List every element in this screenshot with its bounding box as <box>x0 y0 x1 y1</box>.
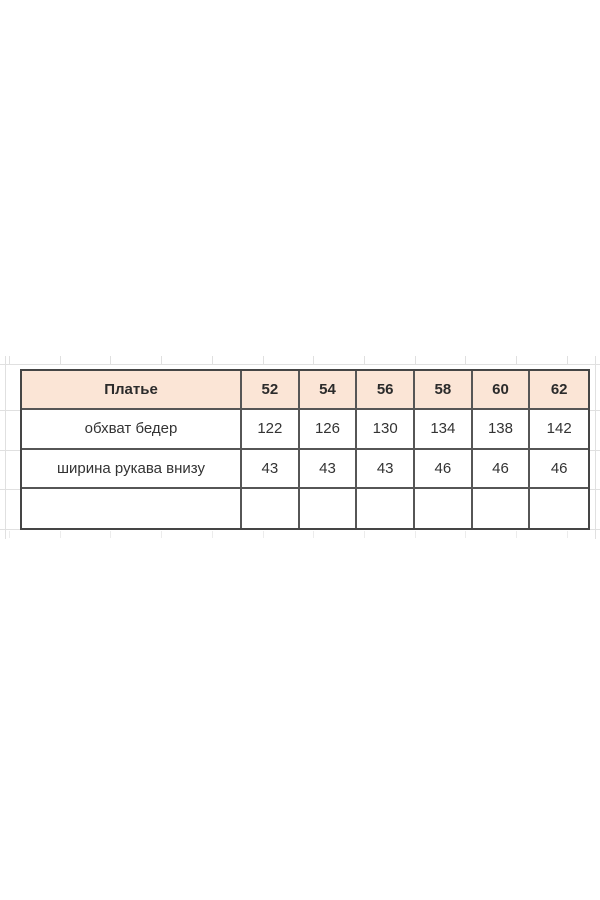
gridline <box>0 410 20 411</box>
gridline <box>0 450 20 451</box>
row-label-sleeve-width: ширина рукава внизу <box>22 449 242 489</box>
gridline <box>60 531 61 538</box>
table-header-size: 58 <box>415 371 473 411</box>
table-cell <box>473 488 531 528</box>
table-cell <box>530 489 588 528</box>
table-cell: 46 <box>472 449 531 489</box>
gridline <box>9 356 10 364</box>
gridline <box>313 531 314 538</box>
table-cell: 130 <box>357 410 415 450</box>
gridline <box>313 356 314 364</box>
table-cell: 43 <box>242 449 300 489</box>
gridline <box>567 531 568 538</box>
gridline <box>415 356 416 364</box>
table-cell: 138 <box>472 410 531 450</box>
table-header-size: 56 <box>357 371 415 411</box>
table-header-size: 52 <box>242 371 300 411</box>
gridline <box>0 489 20 490</box>
table-cell: 43 <box>357 449 415 489</box>
gridline <box>212 356 213 364</box>
gridline <box>595 356 596 539</box>
table-cell <box>357 488 415 528</box>
gridline <box>110 356 111 364</box>
gridline <box>60 356 61 364</box>
table-header-size: 60 <box>472 371 531 411</box>
gridline <box>415 531 416 538</box>
gridline <box>364 531 365 538</box>
gridline <box>516 356 517 364</box>
gridline <box>161 531 162 538</box>
table-cell: 43 <box>299 449 358 489</box>
gridline <box>0 529 20 530</box>
gridline <box>364 356 365 364</box>
gridline <box>516 531 517 538</box>
row-label-hips: обхват бедер <box>22 410 242 450</box>
gridline <box>567 356 568 364</box>
gridline <box>212 531 213 538</box>
gridline <box>590 450 600 451</box>
gridline <box>263 356 264 364</box>
gridline <box>465 356 466 364</box>
gridline <box>110 531 111 538</box>
table-header-size: 62 <box>530 371 588 411</box>
table-cell: 122 <box>242 410 300 450</box>
table-cell: 46 <box>415 449 473 489</box>
gridline <box>5 356 6 539</box>
gridline <box>9 531 10 538</box>
gridline <box>590 489 600 490</box>
gridline <box>161 356 162 364</box>
table-cell: 134 <box>415 410 473 450</box>
gridline <box>263 531 264 538</box>
gridline <box>0 364 600 365</box>
gridline <box>590 410 600 411</box>
table-cell: 126 <box>299 410 358 450</box>
gridline <box>590 529 600 530</box>
size-table: Платье 52 54 56 58 60 62 обхват бедер 12… <box>20 369 590 530</box>
table-header-size: 54 <box>299 371 358 411</box>
table-cell <box>242 488 300 528</box>
row-label-empty <box>22 488 242 528</box>
gridline <box>465 531 466 538</box>
table-cell: 46 <box>530 450 588 489</box>
table-header-product: Платье <box>22 371 242 411</box>
table-cell <box>415 488 473 528</box>
table-cell <box>300 488 358 528</box>
table-cell: 142 <box>530 410 588 450</box>
